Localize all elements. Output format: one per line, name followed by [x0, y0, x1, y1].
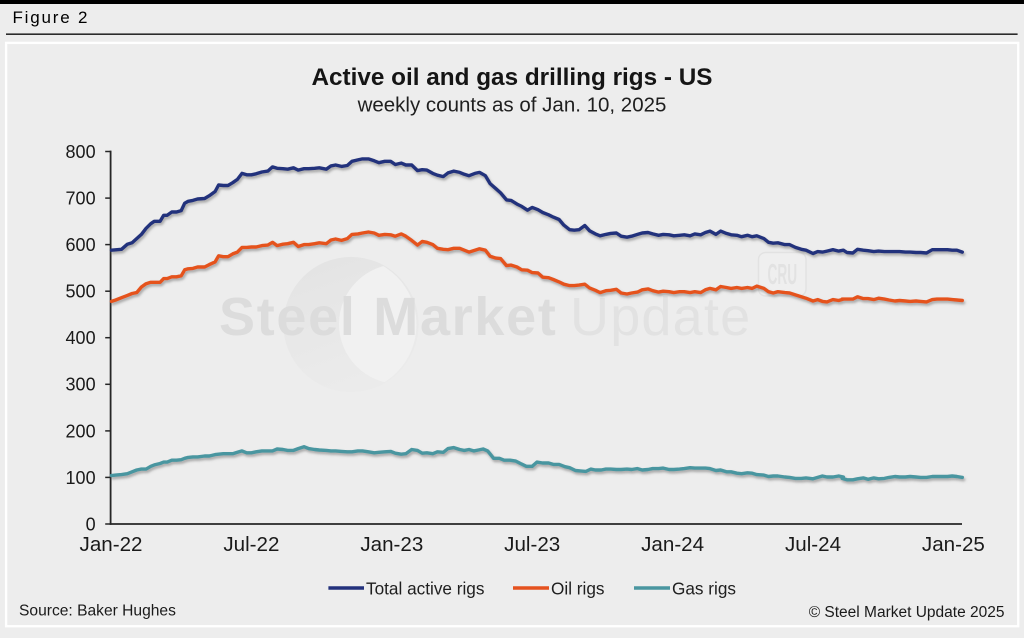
svg-text:700: 700 [66, 189, 96, 209]
svg-text:Jan-25: Jan-25 [922, 533, 985, 556]
svg-text:600: 600 [66, 235, 96, 255]
svg-text:Jul-22: Jul-22 [223, 533, 279, 556]
svg-text:100: 100 [66, 468, 96, 488]
svg-text:500: 500 [66, 282, 96, 302]
svg-text:Oil rigs: Oil rigs [551, 578, 604, 598]
svg-text:Jan-24: Jan-24 [641, 533, 704, 556]
svg-text:Jan-22: Jan-22 [80, 533, 143, 556]
svg-text:Gas rigs: Gas rigs [672, 578, 736, 598]
svg-text:200: 200 [66, 421, 96, 441]
svg-text:© Steel Market Update 2025: © Steel Market Update 2025 [809, 604, 1005, 621]
svg-text:300: 300 [66, 375, 96, 395]
svg-text:weekly counts as of Jan. 10, 2: weekly counts as of Jan. 10, 2025 [357, 94, 667, 117]
svg-text:0: 0 [86, 514, 96, 534]
svg-text:400: 400 [66, 328, 96, 348]
svg-text:Jul-23: Jul-23 [504, 533, 560, 556]
svg-text:Jan-23: Jan-23 [360, 533, 423, 556]
svg-text:Jul-24: Jul-24 [785, 533, 841, 556]
svg-text:Figure 2: Figure 2 [13, 8, 90, 27]
svg-text:800: 800 [66, 142, 96, 162]
svg-text:Total active rigs: Total active rigs [366, 578, 484, 598]
svg-text:Active oil and gas drilling ri: Active oil and gas drilling rigs - US [312, 64, 713, 91]
svg-text:Source: Baker Hughes: Source: Baker Hughes [19, 603, 176, 620]
svg-text:CRU: CRU [768, 257, 798, 290]
